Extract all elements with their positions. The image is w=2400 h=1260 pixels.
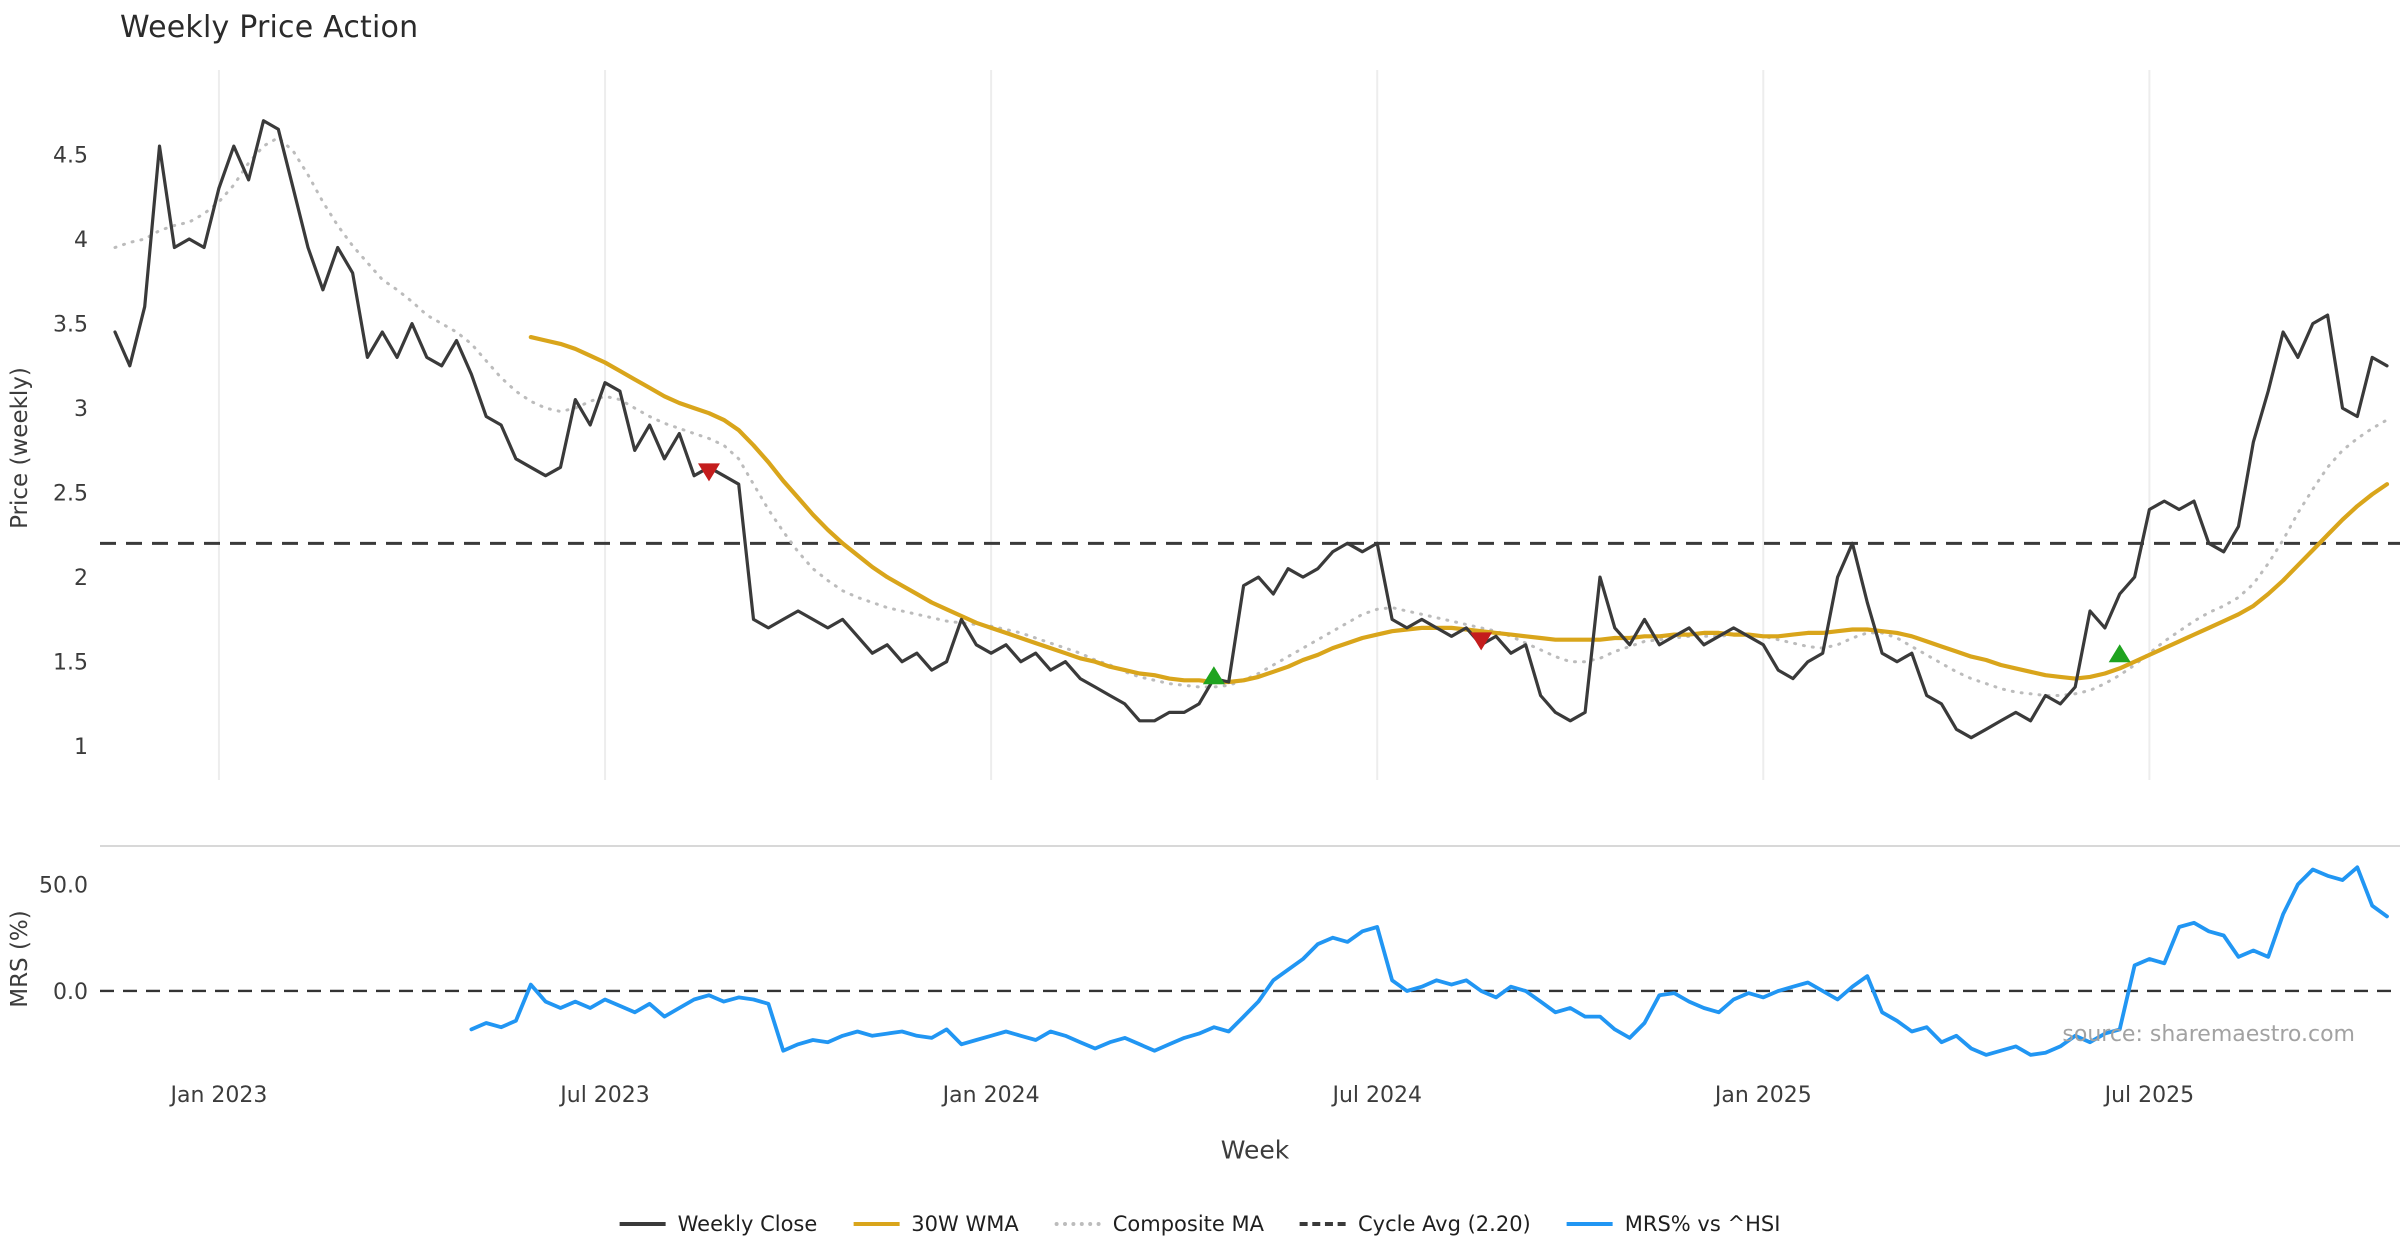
legend-label-30w-wma: 30W WMA xyxy=(911,1212,1019,1236)
x-tick-label: Jul 2023 xyxy=(558,1083,650,1108)
price-tick-label: 1.5 xyxy=(53,651,88,676)
price-tick-label: 2.5 xyxy=(53,482,88,507)
mrs-tick-label: 50.0 xyxy=(39,873,88,898)
price-tick-label: 3.5 xyxy=(53,313,88,338)
weekly-close-swatch xyxy=(619,1222,666,1226)
sell-signal-marker xyxy=(1470,632,1493,651)
chart-legend: Weekly Close 30W WMA Composite MA Cycle … xyxy=(619,1212,1781,1236)
buy-signal-marker xyxy=(2108,644,2131,663)
weekly-close-line xyxy=(113,119,2389,740)
x-tick-label: Jul 2025 xyxy=(2103,1083,2195,1108)
chart-title: Weekly Price Action xyxy=(120,10,419,45)
legend-label-cycle-avg: Cycle Avg (2.20) xyxy=(1357,1212,1531,1236)
week-axis-label: Week xyxy=(1220,1135,1290,1165)
x-tick-label: Jul 2024 xyxy=(1330,1083,1422,1108)
legend-item-30w-wma: 30W WMA xyxy=(853,1212,1019,1236)
price-tick-label: 4.5 xyxy=(53,144,88,169)
composite-ma-line xyxy=(113,136,2389,697)
mrs-swatch xyxy=(1566,1222,1613,1226)
price-axis-label: Price (weekly) xyxy=(7,367,33,529)
x-tick-label: Jan 2023 xyxy=(168,1083,267,1108)
price-tick-label: 4 xyxy=(74,228,88,253)
wma-swatch xyxy=(853,1222,900,1226)
x-tick-label: Jan 2025 xyxy=(1713,1083,1812,1108)
legend-label-mrs: MRS% vs ^HSI xyxy=(1624,1212,1781,1236)
legend-item-weekly-close: Weekly Close xyxy=(619,1212,818,1236)
mrs-vs-hsi-line xyxy=(469,865,2389,1057)
legend-label-weekly-close: Weekly Close xyxy=(677,1212,818,1236)
x-tick-label: Jan 2024 xyxy=(941,1083,1040,1108)
mrs-axis-label: MRS (%) xyxy=(7,910,33,1008)
buy-signal-marker xyxy=(1202,666,1225,685)
price-tick-label: 1 xyxy=(74,735,88,760)
legend-item-cycle-avg: Cycle Avg (2.20) xyxy=(1299,1212,1531,1236)
legend-item-composite-ma: Composite MA xyxy=(1054,1212,1264,1236)
legend-item-mrs: MRS% vs ^HSI xyxy=(1566,1212,1781,1236)
sell-signal-marker xyxy=(697,463,720,482)
price-tick-label: 2 xyxy=(74,566,88,591)
source-watermark: source: sharemaestro.com xyxy=(2062,1022,2355,1047)
price-tick-label: 3 xyxy=(74,397,88,422)
legend-label-composite-ma: Composite MA xyxy=(1112,1212,1264,1236)
cycle-avg-swatch xyxy=(1299,1222,1346,1226)
composite-ma-swatch xyxy=(1054,1222,1101,1226)
mrs-tick-label: 0.0 xyxy=(53,980,88,1005)
